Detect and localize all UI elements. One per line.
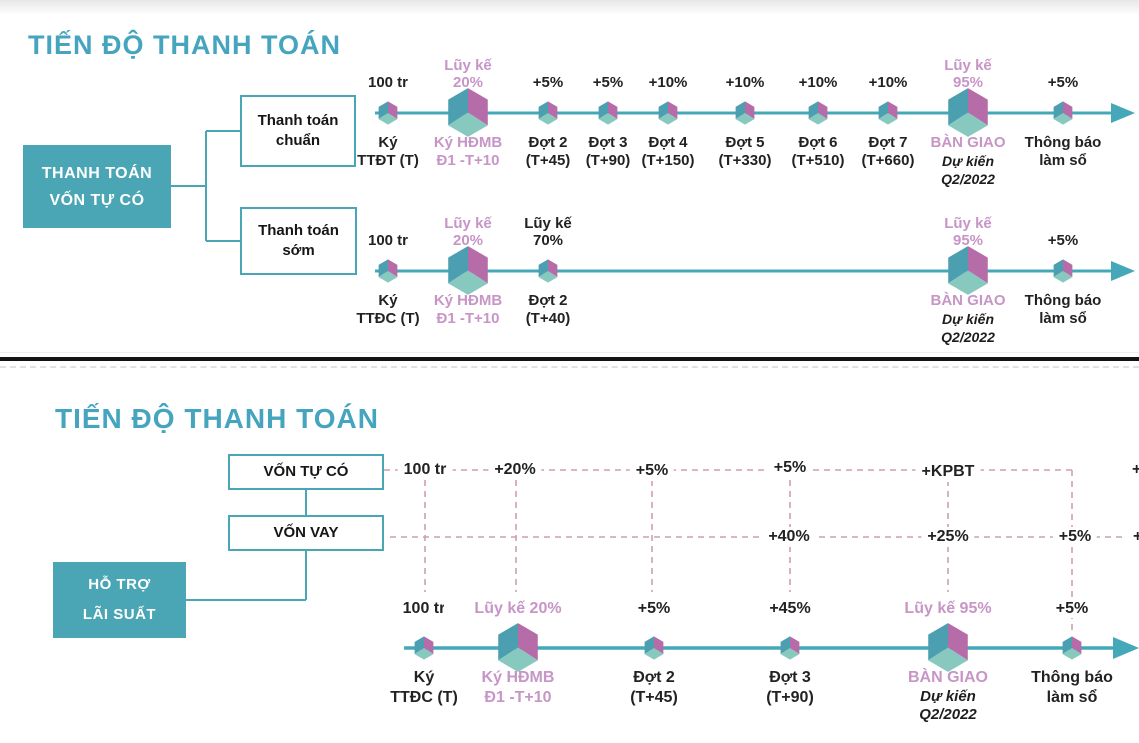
loan-row-value: +25% xyxy=(921,527,975,547)
timeline2-arrow-icon xyxy=(1111,261,1135,281)
timeline3-arrow-icon xyxy=(1113,637,1139,659)
milestone-label: Thông báo làm sổ xyxy=(1024,292,1102,327)
milestone-percent: +45% xyxy=(716,599,864,618)
milestone-label: Thông báo làm sổ xyxy=(1031,669,1113,706)
equity-row-value: +20% xyxy=(488,460,542,480)
milestone-percent: +10% xyxy=(798,74,838,91)
milestone-label: Đợt 2 (T+40) xyxy=(525,292,571,327)
loan-row-value: +5% xyxy=(1052,527,1098,547)
milestone-percent: Lũy kế 70% xyxy=(524,215,572,249)
equity-row-value: +KPBT xyxy=(915,462,981,482)
cube-marker-icon xyxy=(414,636,434,660)
section-divider-pre-line xyxy=(0,352,1139,353)
milestone-label: BÀN GIAO Dự kiến Q2/2022 xyxy=(878,668,1018,724)
cube-marker-icon xyxy=(378,259,398,283)
milestone-percent: Lũy kế 95% xyxy=(944,215,992,249)
milestone-percent: Lũy kế 20% xyxy=(444,57,492,91)
cube-marker-icon xyxy=(598,101,618,125)
clipped-plus-fragment: + xyxy=(1133,528,1139,545)
cube-marker-icon xyxy=(644,636,664,660)
milestone-percent: +10% xyxy=(648,74,688,91)
milestone-label: Ký TTĐC (T) xyxy=(390,669,458,706)
milestone-label: Đợt 4 (T+150) xyxy=(641,134,695,169)
loan-row-value: +40% xyxy=(762,527,816,547)
cube-marker-icon xyxy=(378,101,398,125)
milestone-percent: +10% xyxy=(868,74,908,91)
cube-marker-icon xyxy=(878,101,898,125)
milestone-label: Đợt 2 (T+45) xyxy=(525,134,571,169)
milestone-label: Ký TTĐC (T) xyxy=(356,292,420,327)
box-thanh-toan-von-tu-co: THANH TOÁN VỐN TỰ CÓ xyxy=(23,145,171,228)
milestone-label: BÀN GIAO Dự kiến Q2/2022 xyxy=(898,134,1038,188)
cube-marker-icon xyxy=(948,88,988,137)
equity-row-value: +5% xyxy=(767,458,813,478)
cube-marker-icon xyxy=(780,636,800,660)
top-fade-strip xyxy=(0,0,1139,15)
milestone-percent: Lũy kế 20% xyxy=(444,215,492,249)
milestone-percent: Lũy kế 95% xyxy=(874,599,1022,618)
handover-date: Dự kiến Q2/2022 xyxy=(941,311,995,345)
equity-row-value: +5% xyxy=(629,461,675,481)
milestone-percent: +5% xyxy=(998,599,1139,618)
milestone-label: Đợt 3 (T+90) xyxy=(585,134,631,169)
cube-marker-icon xyxy=(808,101,828,125)
box-thanh-toan-som: Thanh toán sớm xyxy=(240,207,357,275)
milestone-label: Đợt 6 (T+510) xyxy=(791,134,845,169)
milestone-percent: +5% xyxy=(592,74,624,91)
box-von-vay: VỐN VAY xyxy=(228,515,384,551)
cube-marker-icon xyxy=(735,101,755,125)
equity-row-value: 100 tr xyxy=(397,460,453,480)
box-ho-tro-lai-suat: HỖ TRỢ LÃI SUẤT xyxy=(53,562,186,638)
milestone-percent: Lũy kế 95% xyxy=(944,57,992,91)
milestone-percent: +5% xyxy=(1047,232,1079,249)
milestone-label: Đợt 3 (T+90) xyxy=(766,669,814,706)
section-divider-dashed-line xyxy=(0,366,1139,368)
milestone-percent: +5% xyxy=(1047,74,1079,91)
cube-marker-icon xyxy=(1053,259,1073,283)
handover-date: Dự kiến Q2/2022 xyxy=(941,153,995,187)
tree-connectors-top xyxy=(171,130,240,242)
milestone-label: Đợt 2 (T+45) xyxy=(630,669,678,706)
cube-marker-icon xyxy=(948,246,988,295)
cube-marker-icon xyxy=(538,101,558,125)
milestone-percent: Lũy kế 20% xyxy=(444,599,592,618)
box-von-tu-co: VỐN TỰ CÓ xyxy=(228,454,384,490)
handover-label: BÀN GIAO xyxy=(908,669,988,686)
milestone-label: Ký HĐMB Đ1 -T+10 xyxy=(433,292,503,327)
milestone-percent: 100 tr xyxy=(367,74,409,91)
box-thanh-toan-chuan: Thanh toán chuẩn xyxy=(240,95,356,167)
milestone-label: Đợt 7 (T+660) xyxy=(861,134,915,169)
page-title-bottom: TIẾN ĐỘ THANH TOÁN xyxy=(55,403,379,434)
cube-marker-icon xyxy=(498,623,538,672)
milestone-percent: +10% xyxy=(725,74,765,91)
cube-marker-icon xyxy=(448,88,488,137)
section-divider xyxy=(0,357,1139,361)
milestone-label: BÀN GIAO Dự kiến Q2/2022 xyxy=(898,292,1038,346)
milestone-percent: 100 tr xyxy=(367,232,409,249)
handover-date: Dự kiến Q2/2022 xyxy=(919,688,977,723)
milestone-percent: +5% xyxy=(580,599,728,618)
timeline1-arrow-icon xyxy=(1111,103,1135,123)
tree-connectors-bottom xyxy=(186,489,307,601)
milestone-percent: +5% xyxy=(532,74,564,91)
handover-label: BÀN GIAO xyxy=(930,134,1006,151)
cube-marker-icon xyxy=(538,259,558,283)
milestone-label: Ký HĐMB Đ1 -T+10 xyxy=(433,134,503,169)
cube-marker-icon xyxy=(1053,101,1073,125)
milestone-label: Thông báo làm sổ xyxy=(1024,134,1102,169)
milestone-label: Ký HĐMB Đ1 -T+10 xyxy=(481,669,555,706)
cube-marker-icon xyxy=(928,623,968,672)
handover-label: BÀN GIAO xyxy=(930,292,1006,309)
cube-marker-icon xyxy=(658,101,678,125)
cube-marker-icon xyxy=(1062,636,1082,660)
milestone-label: Ký TTĐT (T) xyxy=(357,134,419,169)
milestone-label: Đợt 5 (T+330) xyxy=(718,134,772,169)
clipped-plus-fragment: + xyxy=(1132,461,1139,478)
cube-marker-icon xyxy=(448,246,488,295)
page-title-top: TIẾN ĐỘ THANH TOÁN xyxy=(28,30,341,60)
